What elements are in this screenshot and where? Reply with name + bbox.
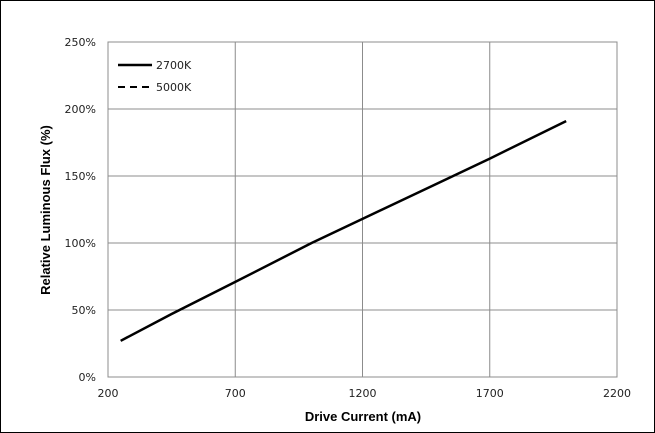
y-tick-label: 0% (79, 371, 96, 384)
x-tick-label: 700 (225, 387, 246, 400)
y-tick-label: 50% (72, 304, 96, 317)
x-tick-label: 2200 (603, 387, 631, 400)
x-tick-label: 1700 (476, 387, 504, 400)
series-lines (120, 119, 567, 342)
plot-area-border (107, 41, 618, 378)
grid (107, 41, 618, 378)
y-axis-title: Relative Luminous Flux (%) (38, 125, 53, 295)
x-tick-label: 1200 (349, 387, 377, 400)
y-tick-labels: 0% 50% 100% 150% 200% 250% (65, 36, 96, 384)
legend-label-5000k: 5000K (156, 81, 192, 94)
series-line-5000k (120, 120, 567, 342)
y-tick-label: 100% (65, 237, 96, 250)
x-tick-labels: 200 700 1200 1700 2200 (98, 387, 632, 400)
x-tick-label: 200 (98, 387, 119, 400)
y-tick-label: 250% (65, 36, 96, 49)
legend-label-2700k: 2700K (156, 59, 192, 72)
legend: 2700K 5000K (112, 50, 204, 96)
y-tick-label: 200% (65, 103, 96, 116)
x-axis-title: Drive Current (mA) (305, 409, 421, 424)
y-tick-label: 150% (65, 170, 96, 183)
